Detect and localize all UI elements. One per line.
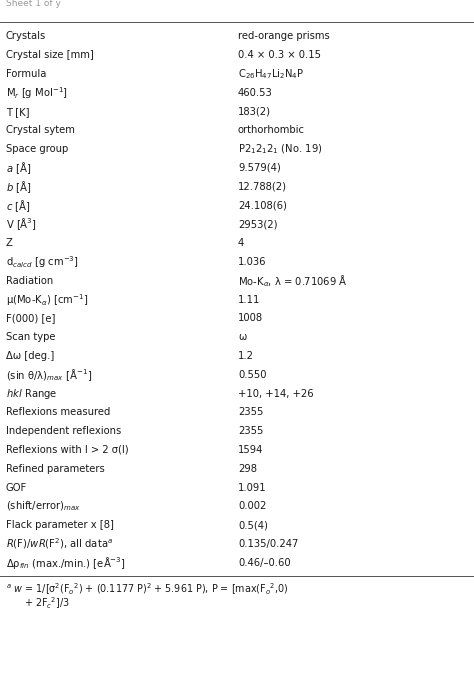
Text: $^a$ $w$ = 1/[σ$^2$(F$_o$$^2$) + (0.1177 P)$^2$ + 5.961 P), P = [max(F$_o$$^2$,0: $^a$ $w$ = 1/[σ$^2$(F$_o$$^2$) + (0.1177… bbox=[6, 581, 288, 597]
Text: V [Å$^3$]: V [Å$^3$] bbox=[6, 217, 36, 232]
Text: Crystals: Crystals bbox=[6, 32, 46, 42]
Text: Crystal sytem: Crystal sytem bbox=[6, 125, 75, 135]
Text: ω: ω bbox=[238, 332, 246, 342]
Text: 0.135/0.247: 0.135/0.247 bbox=[238, 539, 298, 549]
Text: M$_r$ [g Mol$^{-1}$]: M$_r$ [g Mol$^{-1}$] bbox=[6, 85, 68, 101]
Text: 2355: 2355 bbox=[238, 426, 264, 436]
Text: 460.53: 460.53 bbox=[238, 87, 273, 98]
Text: Flack parameter x [8]: Flack parameter x [8] bbox=[6, 520, 114, 530]
Text: 2953(2): 2953(2) bbox=[238, 219, 277, 229]
Text: 0.550: 0.550 bbox=[238, 369, 266, 380]
Text: Independent reflexions: Independent reflexions bbox=[6, 426, 121, 436]
Text: Scan type: Scan type bbox=[6, 332, 55, 342]
Text: 0.002: 0.002 bbox=[238, 501, 266, 511]
Text: GOF: GOF bbox=[6, 483, 27, 493]
Text: Radiation: Radiation bbox=[6, 276, 53, 286]
Text: 1.2: 1.2 bbox=[238, 351, 254, 361]
Text: Δρ$_{fin}$ (max./min.) [eÅ$^{-3}$]: Δρ$_{fin}$ (max./min.) [eÅ$^{-3}$] bbox=[6, 555, 126, 571]
Text: 1008: 1008 bbox=[238, 314, 263, 324]
Text: Reflexions measured: Reflexions measured bbox=[6, 407, 110, 417]
Text: Δω [deg.]: Δω [deg.] bbox=[6, 351, 54, 361]
Text: Formula: Formula bbox=[6, 69, 46, 79]
Text: 0.46/–0.60: 0.46/–0.60 bbox=[238, 558, 291, 568]
Text: 2355: 2355 bbox=[238, 407, 264, 417]
Text: $a$ [Å]: $a$ [Å] bbox=[6, 160, 31, 176]
Text: 0.5(4): 0.5(4) bbox=[238, 520, 268, 530]
Text: orthorhombic: orthorhombic bbox=[238, 125, 305, 135]
Text: $c$ [Å]: $c$ [Å] bbox=[6, 198, 30, 213]
Text: μ(Mo-K$_{\alpha}$) [cm$^{-1}$]: μ(Mo-K$_{\alpha}$) [cm$^{-1}$] bbox=[6, 291, 88, 308]
Text: 183(2): 183(2) bbox=[238, 106, 271, 116]
Text: 9.579(4): 9.579(4) bbox=[238, 163, 281, 173]
Text: + 2F$_c$$^2$]/3: + 2F$_c$$^2$]/3 bbox=[24, 596, 70, 611]
Text: d$_{calcd}$ [g cm$^{-3}$]: d$_{calcd}$ [g cm$^{-3}$] bbox=[6, 254, 79, 270]
Text: +10, +14, +26: +10, +14, +26 bbox=[238, 388, 314, 398]
Text: 4: 4 bbox=[238, 238, 244, 248]
Text: F(000) [e]: F(000) [e] bbox=[6, 314, 55, 324]
Text: 0.4 × 0.3 × 0.15: 0.4 × 0.3 × 0.15 bbox=[238, 50, 321, 60]
Text: T [K]: T [K] bbox=[6, 106, 29, 116]
Text: Z: Z bbox=[6, 238, 13, 248]
Text: (shift/error)$_{max}$: (shift/error)$_{max}$ bbox=[6, 499, 81, 513]
Text: red-orange prisms: red-orange prisms bbox=[238, 32, 330, 42]
Text: 1.11: 1.11 bbox=[238, 295, 260, 305]
Text: $R$(F)/$w$$R$(F$^2$), all data$^a$: $R$(F)/$w$$R$(F$^2$), all data$^a$ bbox=[6, 536, 113, 551]
Text: $hkl$ Range: $hkl$ Range bbox=[6, 386, 57, 400]
Text: Crystal size [mm]: Crystal size [mm] bbox=[6, 50, 94, 60]
Text: Sheet 1 of y: Sheet 1 of y bbox=[6, 0, 61, 8]
Text: Reflexions with I > 2 σ(I): Reflexions with I > 2 σ(I) bbox=[6, 445, 128, 455]
Text: $b$ [Å]: $b$ [Å] bbox=[6, 179, 31, 194]
Text: Refined parameters: Refined parameters bbox=[6, 464, 105, 474]
Text: 24.108(6): 24.108(6) bbox=[238, 201, 287, 211]
Text: 298: 298 bbox=[238, 464, 257, 474]
Text: Mo-K$_{\alpha}$, λ = 0.71069 Å: Mo-K$_{\alpha}$, λ = 0.71069 Å bbox=[238, 273, 347, 289]
Text: P2$_1$2$_1$2$_1$ (No. 19): P2$_1$2$_1$2$_1$ (No. 19) bbox=[238, 143, 322, 156]
Text: 1594: 1594 bbox=[238, 445, 264, 455]
Text: Space group: Space group bbox=[6, 144, 68, 154]
Text: 12.788(2): 12.788(2) bbox=[238, 182, 287, 192]
Text: C$_{26}$H$_{47}$Li$_2$N$_4$P: C$_{26}$H$_{47}$Li$_2$N$_4$P bbox=[238, 67, 304, 81]
Text: 1.091: 1.091 bbox=[238, 483, 266, 493]
Text: 1.036: 1.036 bbox=[238, 257, 266, 267]
Text: (sin θ/λ)$_{max}$ [Å$^{-1}$]: (sin θ/λ)$_{max}$ [Å$^{-1}$] bbox=[6, 367, 92, 383]
